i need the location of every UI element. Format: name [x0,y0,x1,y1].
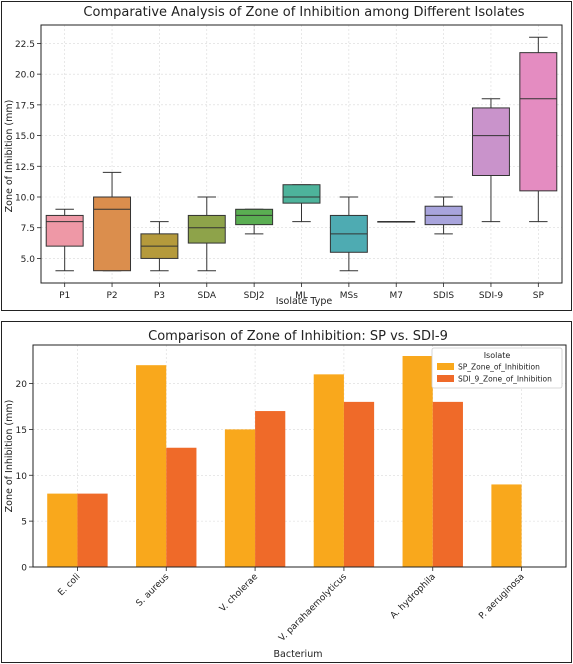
y-tick-label: 20.0 [15,71,35,81]
box-body [471,107,510,176]
bar-chart-xlabel: Bacterium [274,649,323,660]
boxplot-ylabel: Zone of Inhibition (mm) [4,100,15,213]
x-tick-label: SDI-9 [479,291,504,301]
bar-chart-plot-area: 0 5 10 15 20 E. coli S. aureus V. cholerae V. pa… [16,344,567,644]
x-tick-label: P2 [106,291,117,301]
x-tick-label: E. coli [56,572,82,598]
bar-sp-0 [47,493,78,567]
box-body [187,214,226,244]
x-tick-label: V. cholerae [218,572,261,615]
y-tick-label: 0 [21,564,27,574]
box-sp [519,36,558,223]
y-tick-label: 20 [16,380,28,390]
box-m7 [377,221,416,223]
y-tick-label: 15.0 [15,132,35,142]
box-p1 [45,208,84,272]
bar-sdi-9-0 [77,493,108,567]
box-body [45,214,84,247]
box-sdj2 [235,208,274,235]
boxplot-xlabel: Isolate Type [276,296,333,307]
boxplot-title: Comparative Analysis of Zone of Inhibiti… [83,5,524,20]
y-tick-label: 10 [16,472,28,482]
bar-sp-5 [491,484,522,567]
legend-box [431,347,563,389]
x-tick-label: V. parahaemolyticus [277,572,349,644]
bar-chart-ylabel: Zone of Inhibition (mm) [4,400,15,513]
x-tick-label: SP [533,291,545,301]
box-p2 [93,171,132,272]
bar-chart-title: Comparison of Zone of Inhibition: SP vs.… [148,329,448,344]
x-tick-label: SDJ2 [244,291,265,301]
x-tick-label: S. aureus [135,572,172,609]
box-p3 [140,221,179,272]
box-body [519,52,558,192]
bar-sdi-9-1 [166,447,197,567]
x-tick-label: A. hydrophila [389,572,438,621]
x-tick-label: SDA [197,291,216,301]
x-tick-label: SDIS [433,291,454,301]
x-tick-label: ML [295,291,308,301]
box-body [93,196,132,272]
y-tick-label: 5.0 [21,255,36,265]
boxplot-axes-frame [40,24,563,284]
box-sdis [424,196,463,235]
y-tick-label: 17.5 [15,101,35,111]
bar-sdi-9-4 [432,401,463,567]
legend-swatch [437,375,454,382]
bar-axes-frame [32,344,567,568]
y-tick-label: 5 [21,518,27,528]
legend-title: Isolate [484,351,511,360]
box-sda [187,196,226,272]
legend-swatch [437,363,454,370]
y-tick-label: 12.5 [15,163,35,173]
bar-sp-4 [402,356,433,567]
bar-sdi-9-3 [343,401,375,567]
bar-sdi-9-2 [255,411,286,567]
box-sdi-9 [471,98,510,223]
y-tick-label: 10.0 [15,194,35,204]
legend-label: SDI_9_Zone_of_Inhibition [458,375,552,384]
y-tick-label: 15 [16,426,27,436]
x-tick-label: MSs [340,291,358,301]
box-body [235,208,274,226]
bar-legend: Isolate SP_Zone_of_Inhibition SDI_9_Zone_o… [431,347,563,389]
box-mss [329,196,368,272]
y-tick-label: 22.5 [15,40,35,50]
x-tick-label: P. aeruginosa [477,572,526,621]
y-tick-label: 7.5 [21,224,35,234]
x-tick-label: P3 [154,291,165,301]
box-body [282,184,321,204]
bar-sp-2 [224,429,256,567]
bar-sp-1 [136,365,167,567]
x-tick-label: M7 [389,291,403,301]
bar-sp-3 [313,374,344,567]
legend-label: SP_Zone_of_Inhibition [458,363,540,372]
boxplot-plot-area: 5.0 7.5 10.0 12.5 15.0 17.5 20.0 22.5 P1 P2 P3 SDA S… [15,24,563,301]
x-tick-label: P1 [59,291,70,301]
box-ml [282,184,321,223]
